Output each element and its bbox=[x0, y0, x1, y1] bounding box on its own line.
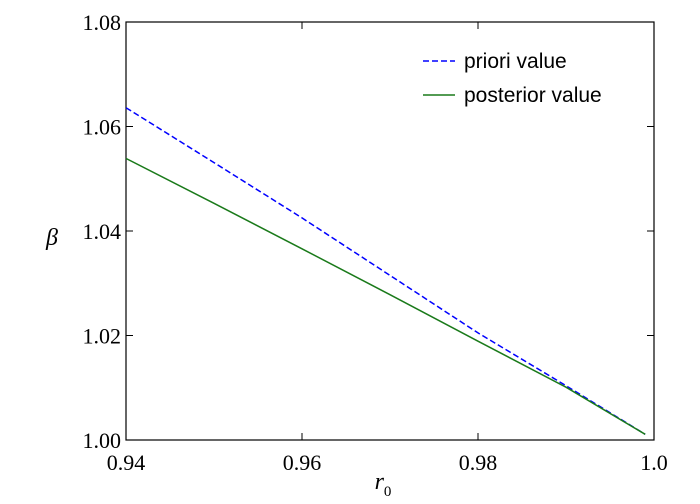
x-tick-label: 0.94 bbox=[107, 450, 146, 475]
y-tick-label: 1.00 bbox=[83, 428, 122, 453]
legend-label: priori value bbox=[464, 50, 567, 73]
y-axis-label: β bbox=[45, 225, 58, 251]
x-axis-label: r0 bbox=[375, 469, 392, 500]
x-tick-label: 0.98 bbox=[459, 450, 498, 475]
legend: priori value posterior value bbox=[423, 50, 602, 107]
y-tick-label: 1.08 bbox=[83, 10, 122, 35]
y-tick-label: 1.06 bbox=[83, 115, 122, 140]
priori-value-line bbox=[125, 107, 646, 435]
x-tick-label: 0.96 bbox=[283, 450, 322, 475]
series-layer bbox=[125, 107, 646, 435]
x-tick-label: 1.0 bbox=[640, 450, 668, 475]
posterior-value-line bbox=[125, 157, 646, 435]
y-tick-label: 1.02 bbox=[83, 324, 122, 349]
x-axis-label-main: r bbox=[375, 469, 385, 495]
y-tick-label: 1.04 bbox=[83, 219, 122, 244]
ticks: 0.94 0.96 0.98 1.0 1.00 1.02 1.04 1.06 1.08 bbox=[83, 10, 668, 475]
x-axis-label-subscript: 0 bbox=[384, 484, 392, 500]
legend-label: posterior value bbox=[464, 84, 602, 107]
